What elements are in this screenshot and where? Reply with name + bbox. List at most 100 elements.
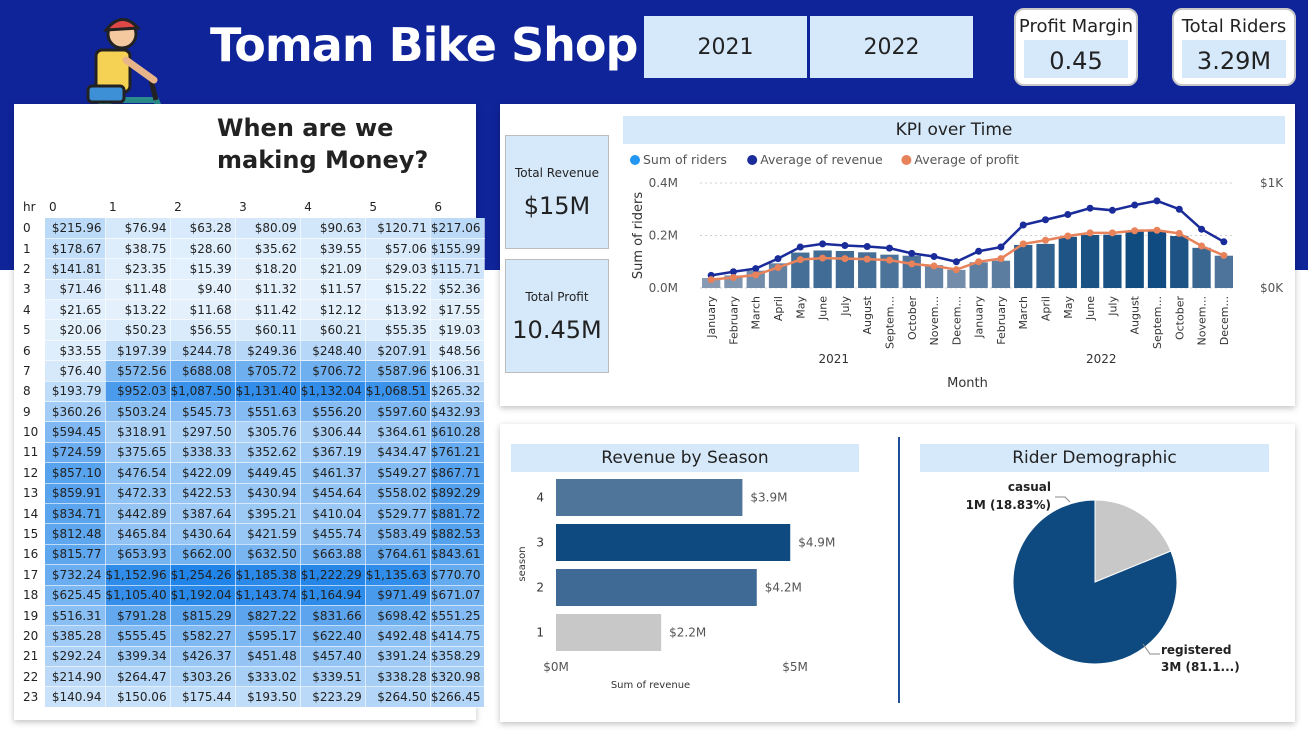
heatmap-cell: $13.22	[105, 299, 171, 321]
year-filter-2021[interactable]: 2021	[644, 16, 807, 78]
row-header-hr: 11	[19, 442, 45, 463]
column-header: 0	[49, 200, 57, 214]
legend-label: Average of revenue	[760, 152, 883, 167]
row-header-hr: 16	[19, 544, 45, 565]
total-riders-label: Total Riders	[1181, 16, 1287, 37]
column-header: 1	[109, 200, 117, 214]
line-point	[796, 256, 804, 264]
season-category-label: 4	[536, 491, 544, 505]
row-header-hr: 23	[19, 686, 45, 708]
line-point	[707, 276, 715, 284]
pie-data-label: 3M (81.1...)	[1161, 660, 1240, 674]
table-row: 2 $141.81 $23.35 $15.39 $18.20 $21.09 $29.03 $1…	[19, 258, 485, 280]
heatmap-cell: $11.68	[170, 299, 236, 321]
line-point	[1175, 205, 1183, 213]
total-profit-label: Total Profit	[525, 290, 589, 304]
heatmap-cell: $175.44	[170, 686, 236, 708]
heatmap-cell: $399.34	[105, 646, 171, 668]
heatmap-cell: $15.22	[365, 279, 431, 301]
series-line	[711, 228, 1225, 281]
heatmap-cell: $11.32	[235, 279, 301, 301]
heatmap-cell: $23.35	[105, 258, 171, 280]
heatmap-cell: $338.33	[170, 442, 236, 464]
line-point	[908, 249, 916, 257]
heatmap-cell: $597.60	[365, 401, 431, 423]
heatmap-cell: $141.81	[45, 258, 106, 280]
heatmap-cell: $472.33	[105, 483, 171, 504]
line-point	[729, 268, 737, 276]
heatmap-cell: $358.29	[430, 646, 485, 668]
table-row: 0 $215.96 $76.94 $63.28 $80.09 $90.63 $120.71 $…	[19, 218, 485, 239]
profit-margin-card: Profit Margin 0.45	[1014, 8, 1138, 86]
row-header-hr: 9	[19, 401, 45, 422]
heatmap-cell: $881.72	[430, 503, 485, 525]
heatmap-cell: $385.28	[45, 625, 106, 647]
x-tick-label: March	[750, 296, 763, 330]
heatmap-cell: $352.62	[235, 442, 301, 464]
x-tick-label: Decem...	[950, 296, 963, 345]
line-point	[975, 258, 983, 266]
heatmap-cell: $1,068.51	[365, 381, 431, 403]
kpi-bar	[858, 252, 877, 288]
season-data-label: $4.9M	[798, 536, 835, 550]
line-point	[729, 274, 737, 281]
table-row: 12 $857.10 $476.54 $422.09 $449.45 $461.37 $54…	[19, 462, 485, 484]
x-tick-label: April	[1040, 296, 1053, 321]
y-tick-label: 0.2M	[649, 229, 678, 243]
heatmap-cell: $545.73	[170, 401, 236, 423]
season-data-label: $3.9M	[750, 491, 787, 505]
heatmap-cell: $815.29	[170, 605, 236, 627]
profit-margin-label: Profit Margin	[1018, 16, 1134, 37]
kpi-bar	[1103, 234, 1122, 288]
kpi-bar	[947, 269, 966, 288]
heatmap-cell: $414.75	[430, 625, 485, 647]
table-row: 20 $385.28 $555.45 $582.27 $595.17 $622.40 $49…	[19, 625, 485, 647]
season-category-label: 2	[536, 581, 544, 595]
pie-category-label: casual	[1008, 480, 1051, 494]
season-category-label: 1	[536, 626, 544, 640]
legend-marker	[901, 155, 912, 165]
kpi-bar	[1170, 236, 1189, 288]
line-point	[1220, 251, 1228, 259]
heatmap-cell: $434.47	[365, 442, 431, 464]
x-axis-label: Month	[947, 376, 988, 391]
row-header-hr: 17	[19, 564, 45, 586]
heatmap-cell: $625.45	[45, 585, 106, 606]
line-point	[819, 254, 827, 262]
heatmap-cell: $76.94	[105, 218, 171, 239]
table-row: 5 $20.06 $50.23 $56.55 $60.11 $60.21 $55.35 $19…	[19, 319, 485, 341]
x-tick-label: August	[861, 295, 874, 334]
line-point	[796, 243, 804, 251]
total-revenue-value: $15M	[523, 192, 591, 220]
heatmap-cell: $551.63	[235, 401, 301, 423]
kpi-bar	[1036, 243, 1055, 288]
x-tick-label: August	[1129, 295, 1142, 334]
heatmap-title: When are we making Money?	[217, 114, 429, 174]
heatmap-cell: $20.06	[45, 319, 106, 341]
kpi-bar	[924, 265, 944, 288]
season-chart-title: Revenue by Season	[511, 444, 859, 472]
heatmap-cell: $843.61	[430, 544, 485, 566]
total-riders-value: 3.29M	[1182, 40, 1286, 78]
year-filter-2022[interactable]: 2022	[810, 16, 973, 78]
kpi-chart-title: KPI over Time	[623, 116, 1285, 144]
row-header-hr: 15	[19, 523, 45, 545]
table-row: 8 $193.79 $952.03 $1,087.50 $1,131.40 $1,132.…	[19, 381, 485, 403]
heatmap-cell: $21.09	[300, 258, 366, 280]
heatmap-cell: $1,143.74	[235, 585, 301, 606]
leader-line	[1142, 643, 1160, 655]
x-tick-label: February	[727, 296, 740, 345]
line-point	[819, 240, 827, 248]
column-header-hr: hr	[23, 200, 36, 214]
heatmap-cell: $17.55	[430, 299, 485, 321]
table-row: 14 $834.71 $442.89 $387.64 $395.21 $410.04 $52…	[19, 503, 485, 525]
heatmap-cell: $724.59	[45, 442, 106, 464]
total-revenue-label: Total Revenue	[514, 166, 600, 180]
heatmap-cell: $421.59	[235, 523, 301, 545]
row-header-hr: 7	[19, 360, 45, 382]
heatmap-body: 0 $215.96 $76.94 $63.28 $80.09 $90.63 $120.71 $…	[19, 218, 485, 708]
line-point	[1220, 238, 1228, 246]
heatmap-cell: $248.40	[300, 340, 366, 362]
heatmap-cell: $1,105.40	[105, 585, 171, 606]
revenue-by-season-chart: $3.9M 4 $4.9M 3 $4.2M 2 $2.2M 1 $0M $5M Sum of rev…	[517, 479, 835, 691]
